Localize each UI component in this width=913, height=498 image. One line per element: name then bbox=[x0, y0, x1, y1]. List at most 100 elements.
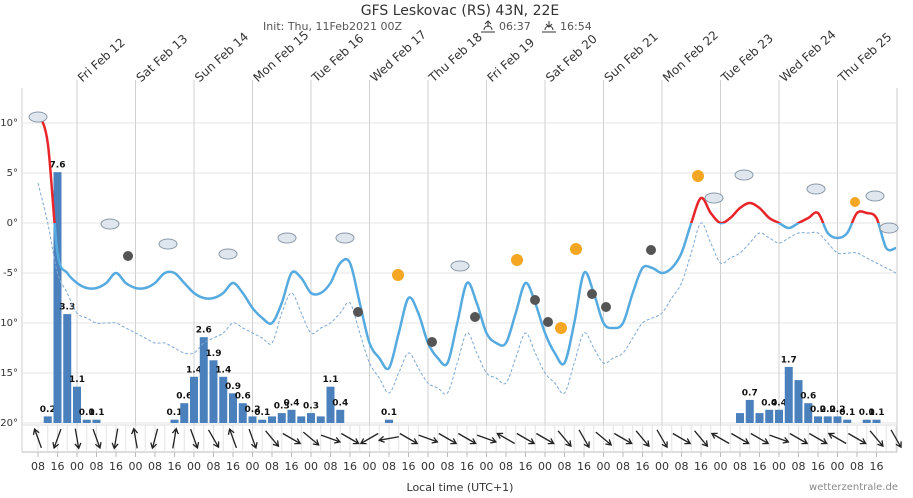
precip-label: 0.6 bbox=[800, 392, 816, 402]
wind-arrow bbox=[207, 429, 220, 449]
sunset: 16:54 bbox=[560, 20, 592, 33]
x-tick-label: 08 bbox=[382, 460, 396, 473]
wind-arrow bbox=[74, 428, 82, 450]
x-tick-label: 08 bbox=[792, 460, 806, 473]
x-tick-label: 00 bbox=[831, 460, 845, 473]
precip-bar bbox=[833, 416, 842, 423]
wind-arrow bbox=[516, 432, 536, 445]
x-tick-label: 08 bbox=[733, 460, 747, 473]
wind-arrow bbox=[614, 432, 633, 445]
precip-bar bbox=[804, 403, 813, 423]
wind-arrow bbox=[869, 430, 884, 448]
precip-label: 0.9 bbox=[225, 382, 241, 392]
x-tick-label: 16 bbox=[694, 460, 708, 473]
x-axis-label: Local time (UTC+1) bbox=[407, 481, 514, 494]
wind-arrow bbox=[890, 429, 902, 449]
wind-arrow bbox=[789, 432, 809, 445]
precip-label: 0.4 bbox=[332, 398, 348, 408]
day-label: Fri Feb 19 bbox=[484, 35, 537, 85]
wind-arrow bbox=[227, 427, 238, 449]
precip-bar bbox=[765, 409, 774, 423]
x-tick-label: 08 bbox=[616, 460, 630, 473]
wind-arrow bbox=[656, 429, 668, 449]
precip-label: 1.4 bbox=[215, 365, 231, 375]
x-tick-label: 00 bbox=[538, 460, 552, 473]
precip-bar bbox=[843, 419, 852, 423]
day-label: Sun Feb 14 bbox=[192, 30, 251, 85]
wind-arrow bbox=[32, 427, 43, 449]
weather-icons bbox=[28, 111, 899, 347]
precip-bar bbox=[862, 419, 871, 423]
x-tick-label: 16 bbox=[285, 460, 299, 473]
precip-label: 0.1 bbox=[89, 408, 105, 418]
y-tick-label: -15° bbox=[0, 368, 18, 379]
wind-arrow bbox=[418, 434, 439, 444]
x-tick-label: 16 bbox=[811, 460, 825, 473]
precip-label: 0.4 bbox=[284, 398, 300, 408]
precip-bar bbox=[199, 337, 208, 423]
precip-bar bbox=[775, 409, 783, 423]
wind-arrow bbox=[265, 430, 280, 448]
temperature-line bbox=[53, 223, 897, 371]
wind-arrow bbox=[399, 432, 419, 445]
x-tick-label: 00 bbox=[363, 460, 377, 473]
precip-bar bbox=[209, 360, 218, 423]
wind-arrow bbox=[496, 432, 515, 445]
y-tick-label: 0° bbox=[7, 218, 18, 229]
x-tick-label: 08 bbox=[265, 460, 279, 473]
wind-arrow bbox=[377, 435, 399, 443]
wind-arrow bbox=[557, 430, 572, 448]
y-tick-label: -5° bbox=[3, 268, 18, 279]
day-label: Sat Feb 13 bbox=[133, 32, 190, 85]
x-tick-label: 16 bbox=[577, 460, 591, 473]
precip-label: 0.3 bbox=[303, 402, 319, 412]
precip-label: 1.7 bbox=[781, 355, 797, 365]
precip-bar bbox=[190, 376, 198, 423]
sunrise: 06:37 bbox=[499, 20, 531, 33]
precip-bar bbox=[823, 416, 832, 423]
precip-label: 0.1 bbox=[839, 408, 855, 418]
day-label: Mon Feb 22 bbox=[660, 28, 721, 85]
precip-bar bbox=[277, 413, 286, 423]
y-tick-label: -10° bbox=[0, 318, 18, 329]
precip-bar bbox=[63, 314, 72, 423]
wind-arrow bbox=[809, 432, 828, 445]
wind-arrow bbox=[438, 432, 458, 445]
precip-label: 0.1 bbox=[869, 408, 885, 418]
precip-bar bbox=[297, 416, 306, 423]
wind-arrow bbox=[131, 427, 139, 449]
source: wetterzentrale.de bbox=[809, 482, 898, 493]
precip-bar bbox=[258, 419, 267, 423]
precip-bar bbox=[784, 366, 793, 423]
x-tick-label: 00 bbox=[480, 460, 494, 473]
x-tick-label: 00 bbox=[304, 460, 318, 473]
precip-bar bbox=[755, 413, 764, 423]
precip-label: 0.2 bbox=[830, 405, 846, 415]
wind-arrow bbox=[635, 430, 650, 448]
wind-arrow bbox=[171, 427, 179, 449]
wind-arrow bbox=[189, 428, 200, 450]
precip-label: 3.3 bbox=[59, 303, 75, 313]
wind-arrow bbox=[302, 431, 320, 446]
precip-label: 0.7 bbox=[742, 388, 758, 398]
precip-label: 0.2 bbox=[245, 405, 261, 415]
wind-arrow bbox=[248, 428, 258, 450]
x-tick-label: 16 bbox=[109, 460, 123, 473]
precip-label: 7.6 bbox=[50, 161, 66, 171]
precip-bar bbox=[92, 419, 101, 423]
day-label: Tue Feb 23 bbox=[718, 31, 776, 85]
precip-label: 0.1 bbox=[381, 408, 397, 418]
x-tick-label: 00 bbox=[129, 460, 143, 473]
precip-bar bbox=[794, 380, 803, 423]
sunrise-icon bbox=[481, 20, 495, 33]
precip-label: 0.4 bbox=[771, 398, 787, 408]
precip-bar bbox=[814, 416, 822, 423]
precip-bar bbox=[872, 419, 881, 423]
x-tick-label: 16 bbox=[168, 460, 182, 473]
precip-bar bbox=[316, 416, 325, 423]
temperature-line-above-zero bbox=[36, 112, 880, 223]
wind-arrow bbox=[848, 432, 867, 445]
x-tick-label: 08 bbox=[675, 460, 689, 473]
x-tick-label: 00 bbox=[70, 460, 84, 473]
